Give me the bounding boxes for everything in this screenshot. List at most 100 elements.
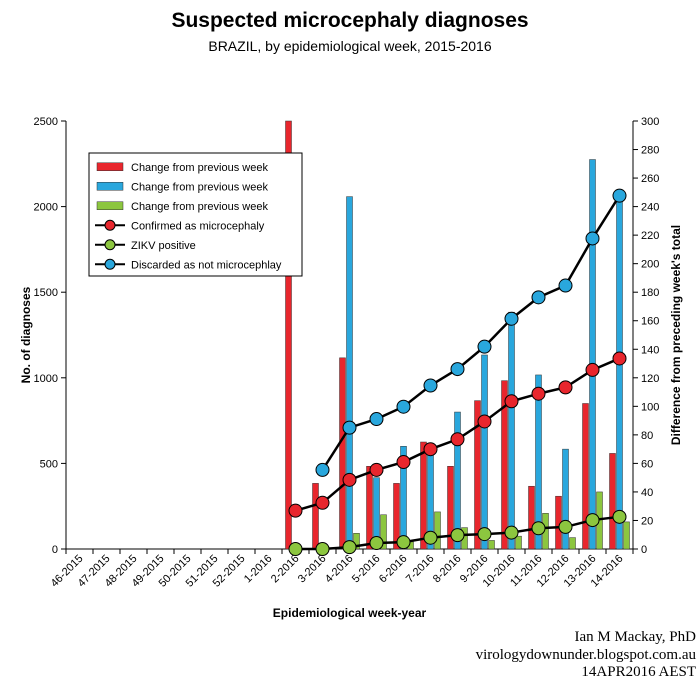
data-point [612, 188, 627, 203]
right-tick-label: 280 [641, 145, 659, 157]
bar [366, 466, 373, 550]
bar [474, 400, 481, 550]
bar [623, 521, 630, 550]
legend-label: Change from previous week [131, 162, 268, 174]
y-axis-title: No. of diagnoses [19, 286, 33, 383]
chart-subtitle: BRAZIL, by epidemiological week, 2015-20… [208, 38, 492, 54]
data-point [396, 399, 411, 414]
legend-label: Confirmed as microcephaly [131, 220, 265, 232]
bar [380, 514, 387, 550]
data-point [423, 378, 438, 393]
bar [312, 483, 319, 550]
bar [434, 511, 441, 550]
data-point [369, 536, 384, 551]
data-point [504, 394, 519, 409]
data-point [450, 528, 465, 543]
bar [346, 196, 353, 550]
data-point [342, 540, 357, 555]
right-tick-label: 160 [641, 316, 659, 328]
data-point [558, 519, 573, 534]
legend-label: Change from previous week [131, 201, 268, 213]
credit-date: 14APR2016 AEST [581, 664, 696, 680]
x-tick-label: 1-2016 [242, 553, 275, 586]
data-point [531, 386, 546, 401]
x-tick-label: 7-2016 [404, 553, 437, 586]
bar [616, 197, 623, 550]
legend-label: Change from previous week [131, 181, 268, 193]
left-tick-label: 0 [52, 544, 58, 556]
series-line [321, 194, 621, 471]
data-point [369, 462, 384, 477]
legend-swatch [96, 201, 124, 210]
data-point [342, 420, 357, 435]
right-tick-label: 140 [641, 344, 659, 356]
bar [582, 403, 589, 550]
bar [488, 540, 495, 550]
left-tick-label: 1000 [34, 373, 58, 385]
legend-marker [104, 258, 116, 270]
legend-marker [104, 239, 116, 251]
right-tick-label: 120 [641, 373, 659, 385]
bar [420, 441, 427, 550]
bar [528, 485, 535, 550]
bar [353, 533, 360, 550]
right-tick-label: 200 [641, 259, 659, 271]
legend-swatch [96, 162, 124, 171]
right-tick-label: 60 [641, 458, 653, 470]
data-point [585, 362, 600, 377]
data-point [315, 495, 330, 510]
credit-site: virologydownunder.blogspot.com.au [475, 647, 696, 663]
x-tick-label: 3-2016 [296, 553, 329, 586]
chart-title: Suspected microcephaly diagnoses [171, 9, 529, 32]
data-point [477, 527, 492, 542]
right-tick-label: 240 [641, 202, 659, 214]
right-tick-label: 100 [641, 401, 659, 413]
legend-box [88, 152, 303, 277]
data-point [450, 362, 465, 377]
left-tick-label: 1500 [34, 287, 58, 299]
bar [393, 483, 400, 550]
x-tick-label: 4-2016 [323, 553, 356, 586]
data-point [504, 525, 519, 540]
right-tick-label: 0 [641, 544, 647, 556]
legend-swatch [96, 182, 124, 191]
left-tick-label: 2000 [34, 202, 58, 214]
data-point [396, 455, 411, 470]
data-point [315, 542, 330, 556]
data-point [585, 231, 600, 246]
data-point [477, 414, 492, 429]
right-tick-label: 220 [641, 230, 659, 242]
bar [481, 354, 488, 550]
data-point [423, 530, 438, 545]
bar [508, 311, 515, 550]
data-point [612, 351, 627, 366]
right-tick-label: 40 [641, 487, 653, 499]
x-tick-label: 5-2016 [350, 553, 383, 586]
right-tick-label: 260 [641, 173, 659, 185]
bar [562, 448, 569, 550]
x-tick-label: 6-2016 [377, 553, 410, 586]
data-point [558, 278, 573, 293]
bar [609, 453, 616, 550]
right-tick-label: 300 [641, 116, 659, 128]
data-point [396, 535, 411, 550]
data-point [558, 380, 573, 395]
data-point [342, 472, 357, 487]
legend-label: Discarded as not microcephlay [131, 259, 282, 271]
bar [447, 466, 454, 550]
data-point [288, 542, 303, 556]
bar [454, 411, 461, 550]
right-tick-label: 20 [641, 515, 653, 527]
data-point [450, 432, 465, 447]
bar [501, 380, 508, 550]
bar [589, 159, 596, 550]
data-point [477, 339, 492, 354]
data-point [369, 412, 384, 427]
bar [535, 374, 542, 550]
data-point [288, 503, 303, 518]
data-point [531, 521, 546, 536]
x-axis-title: Epidemiological week-year [273, 606, 427, 620]
bar [515, 535, 522, 550]
data-point [504, 311, 519, 326]
y-axis-right-title: Difference from preceding week's total [669, 225, 683, 445]
